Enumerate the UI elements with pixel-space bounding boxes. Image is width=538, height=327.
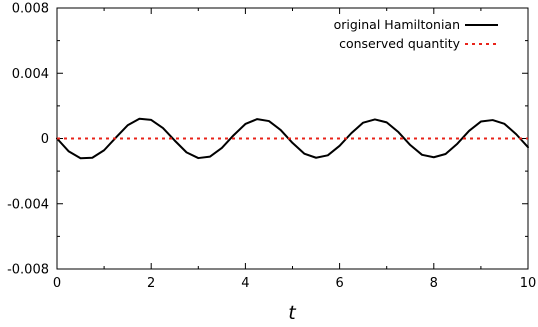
legend-label-original-hamiltonian: original Hamiltonian: [334, 17, 460, 32]
x-tick-label: 6: [335, 276, 343, 291]
y-tick-labels: 0.008 0.004 0 -0.004 -0.008: [7, 2, 49, 278]
x-tick-labels: 0 2 4 6 8 10: [53, 276, 536, 291]
y-tick-label: 0.004: [12, 67, 49, 82]
x-tick-label: 4: [241, 276, 249, 291]
x-axis-label: t: [288, 302, 297, 324]
y-tick-label: -0.008: [7, 263, 49, 278]
x-tick-label: 0: [53, 276, 61, 291]
x-tick-label: 2: [147, 276, 155, 291]
x-tick-label: 10: [520, 276, 537, 291]
x-tick-label: 8: [430, 276, 438, 291]
series-layer: [56, 117, 529, 160]
series-line-original-hamiltonian: [56, 117, 529, 160]
legend-label-conserved-quantity: conserved quantity: [339, 36, 460, 51]
y-tick-label: 0.008: [12, 2, 49, 17]
y-tick-label: -0.004: [7, 197, 49, 212]
y-tick-label: 0: [41, 132, 49, 147]
legend: original Hamiltonian conserved quantity: [334, 17, 498, 51]
tick-marks: [56, 7, 529, 270]
